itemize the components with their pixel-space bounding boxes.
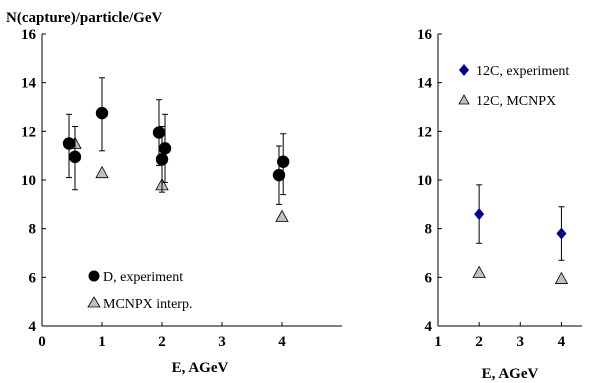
- right-chart-y-ticks: 4 6 8 10 12 14 16: [417, 27, 442, 335]
- right-chart-x-ticks: 1 2 3 4: [434, 322, 566, 350]
- legend-label-d-experiment: D, experiment: [103, 270, 183, 285]
- left-y-tick-label: 10: [21, 173, 36, 189]
- left-y-tick-label: 8: [29, 222, 37, 238]
- left-y-tick-label: 6: [29, 270, 37, 286]
- left-y-tick-label: 12: [21, 124, 36, 140]
- left-x-tick-label: 0: [38, 334, 46, 350]
- right-x-tick-label: 1: [434, 334, 442, 350]
- right-y-tick-label: 14: [417, 76, 433, 92]
- right-chart-marks: [472, 184, 569, 284]
- data-point-diamond: [474, 208, 485, 221]
- left-chart-y-ticks: 4 6 8 10 12 14 16: [21, 27, 46, 335]
- right-chart-x-label: E, AGeV: [482, 366, 539, 382]
- right-x-tick-label: 4: [558, 334, 566, 350]
- data-point-triangle: [275, 209, 289, 222]
- left-chart-x-ticks: 0 1 2 3 4: [38, 322, 286, 350]
- data-point-triangle: [95, 165, 109, 179]
- legend-marker-d-experiment: [88, 270, 100, 282]
- legend-marker-12c-experiment: [459, 64, 469, 76]
- left-chart-x-label: E, AGeV: [172, 360, 229, 376]
- right-x-tick-label: 2: [475, 334, 483, 350]
- data-point-circle: [272, 168, 286, 182]
- left-y-tick-label: 4: [29, 319, 37, 335]
- right-y-tick-label: 10: [417, 173, 432, 189]
- left-x-tick-label: 3: [218, 334, 226, 350]
- left-y-tick-label: 16: [21, 27, 37, 43]
- left-chart-marks: [62, 77, 290, 222]
- right-y-tick-label: 16: [417, 27, 433, 43]
- right-y-tick-label: 4: [425, 319, 433, 335]
- left-legend: D, experiment MCNPX interp.: [87, 270, 192, 312]
- legend-label-12c-experiment: 12C, experiment: [476, 64, 569, 79]
- data-point-circle: [155, 153, 169, 166]
- left-x-tick-label: 1: [98, 334, 106, 350]
- left-y-tick-label: 14: [21, 76, 37, 92]
- data-point-circle: [95, 106, 109, 120]
- data-point-triangle: [472, 265, 486, 278]
- right-y-tick-label: 6: [425, 270, 433, 286]
- left-chart-title: N(capture)/particle/GeV: [6, 10, 163, 26]
- right-y-tick-label: 8: [425, 222, 433, 238]
- legend-label-12c-mcnpx: 12C, MCNPX: [476, 94, 556, 109]
- data-point-triangle: [554, 271, 569, 284]
- legend-marker-mcnpx-interp: [87, 296, 101, 308]
- data-point-circle: [62, 137, 76, 150]
- data-point-circle: [158, 142, 172, 155]
- right-legend: 12C, experiment 12C, MCNPX: [458, 64, 569, 109]
- data-point-diamond: [556, 227, 567, 240]
- left-x-tick-label: 4: [278, 334, 286, 350]
- data-point-circle: [152, 126, 166, 139]
- right-x-tick-label: 3: [517, 334, 525, 350]
- legend-label-mcnpx-interp: MCNPX interp.: [103, 297, 192, 312]
- legend-marker-12c-mcnpx: [458, 94, 470, 105]
- data-point-circle: [277, 155, 290, 168]
- right-y-tick-label: 12: [417, 124, 432, 140]
- left-x-tick-label: 2: [158, 334, 166, 350]
- data-point-circle: [68, 150, 82, 164]
